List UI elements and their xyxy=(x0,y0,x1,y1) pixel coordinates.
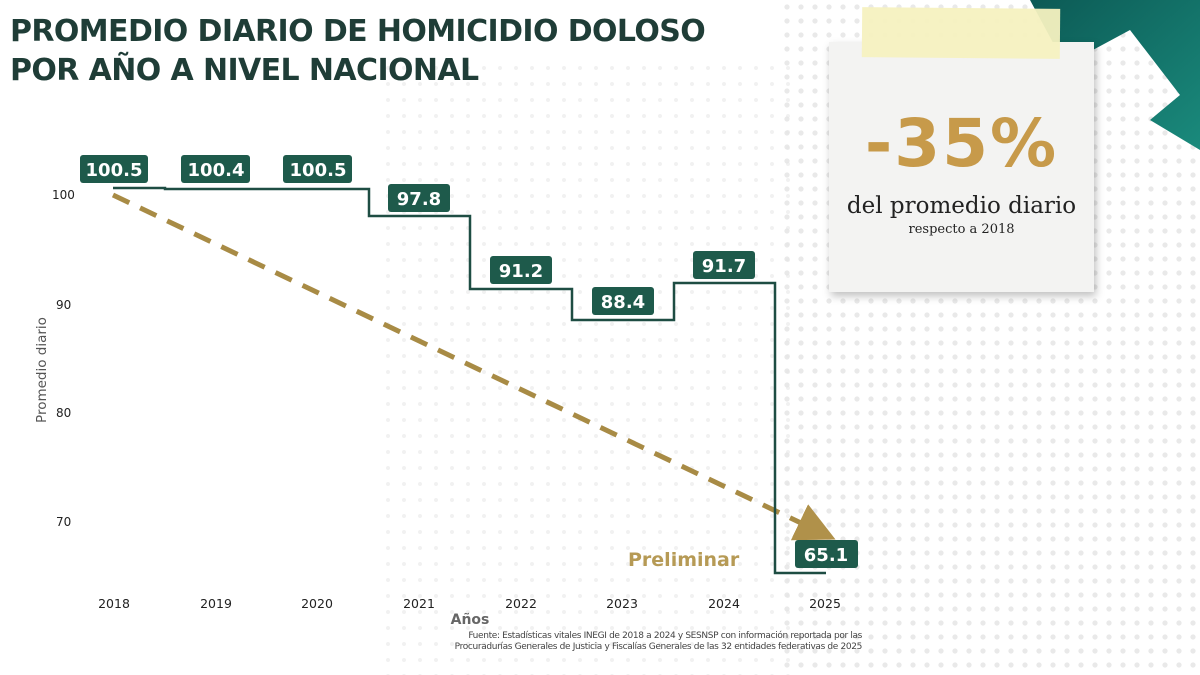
y-tick: 90 xyxy=(56,298,71,312)
x-tick: 2019 xyxy=(200,596,232,611)
value-label-2021: 97.8 xyxy=(388,184,450,212)
svg-text:100.4: 100.4 xyxy=(188,160,245,181)
preliminar-annotation: Preliminar xyxy=(628,549,740,571)
x-tick: 2021 xyxy=(403,596,435,611)
svg-text:97.8: 97.8 xyxy=(397,189,441,210)
value-label-2018: 100.5 xyxy=(80,155,148,183)
svg-text:91.2: 91.2 xyxy=(499,261,543,282)
source-line-2: Procuradurías Generales de Justicia y Fi… xyxy=(454,642,863,652)
callout-subcaption: respecto a 2018 xyxy=(908,222,1015,237)
source-note: Fuente: Estadísticas vitales INEGI de 20… xyxy=(400,631,863,653)
svg-text:100.5: 100.5 xyxy=(86,160,143,181)
source-line-1: Fuente: Estadísticas vitales INEGI de 20… xyxy=(468,631,862,641)
value-label-2022: 91.2 xyxy=(490,256,552,284)
x-tick: 2025 xyxy=(809,596,841,611)
callout-caption: del promedio diario xyxy=(846,193,1077,219)
title-line-2: POR AÑO A NIVEL NACIONAL xyxy=(10,53,479,88)
x-tick: 2020 xyxy=(301,596,333,611)
page-title: PROMEDIO DIARIO DE HOMICIDIO DOLOSO POR … xyxy=(10,12,706,90)
title-line-1: PROMEDIO DIARIO DE HOMICIDIO DOLOSO xyxy=(10,14,706,49)
trend-dashed-arrow xyxy=(111,192,836,541)
teal-arrow-decoration xyxy=(1030,0,1200,150)
value-label-2020: 100.5 xyxy=(283,155,352,183)
step-series-line xyxy=(113,186,826,575)
value-label-2025: 65.1 xyxy=(795,540,858,568)
x-tick: 2018 xyxy=(98,596,130,611)
svg-text:65.1: 65.1 xyxy=(804,545,848,566)
value-label-2023: 88.4 xyxy=(592,287,654,315)
y-tick: 100 xyxy=(52,188,75,202)
value-label-2019: 100.4 xyxy=(181,155,250,183)
x-axis-label: Años xyxy=(451,612,490,628)
svg-text:91.7: 91.7 xyxy=(702,256,746,277)
callout-percentage: -35% xyxy=(864,105,1059,182)
x-tick: 2024 xyxy=(708,596,740,611)
background-dot-pattern-faint xyxy=(380,60,800,675)
y-axis-label: Promedio diario xyxy=(34,317,50,423)
y-tick: 80 xyxy=(56,406,71,420)
svg-text:88.4: 88.4 xyxy=(601,292,645,313)
svg-text:100.5: 100.5 xyxy=(290,160,347,181)
x-tick: 2023 xyxy=(606,596,638,611)
value-label-2024: 91.7 xyxy=(693,251,755,279)
y-tick: 70 xyxy=(56,515,71,529)
callout-note-card xyxy=(829,42,1094,292)
x-tick: 2022 xyxy=(505,596,537,611)
